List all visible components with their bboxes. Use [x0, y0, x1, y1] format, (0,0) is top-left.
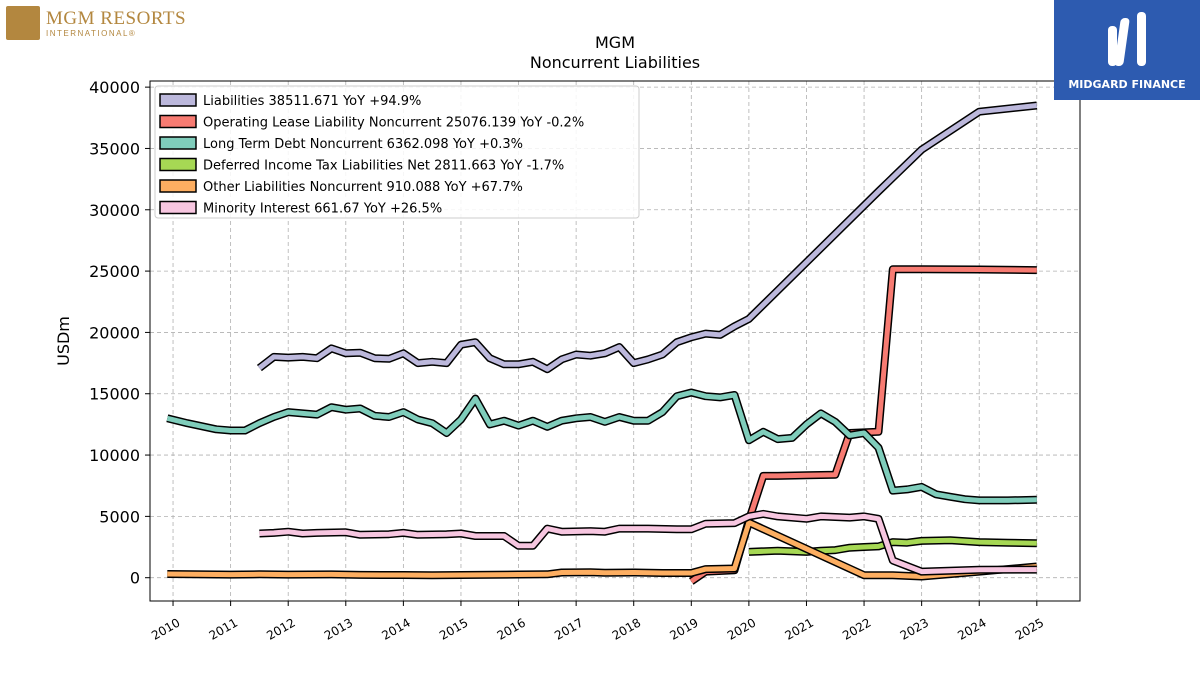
y-tick-label: 10000 — [89, 446, 140, 465]
brand-name: MGM RESORTS — [46, 7, 187, 29]
x-tick-label: 2018 — [610, 615, 643, 642]
legend-swatch — [159, 200, 197, 215]
x-tick-label: 2021 — [783, 615, 816, 642]
y-tick-label: 25000 — [89, 262, 140, 281]
x-tick-label: 2020 — [725, 615, 758, 642]
legend-swatch — [159, 179, 197, 193]
series-liabilities — [256, 101, 1038, 374]
legend-label: Minority Interest 661.67 YoY +26.5% — [203, 202, 442, 217]
y-tick-label: 5000 — [99, 507, 140, 526]
legend-swatch — [159, 93, 197, 107]
x-tick-label: 2014 — [379, 615, 412, 642]
midgard-finance-logo: MIDGARD FINANCE — [1054, 0, 1200, 100]
x-tick-label: 2015 — [437, 615, 470, 642]
chart-subtitle: Noncurrent Liabilities — [530, 53, 700, 72]
y-tick-label: 35000 — [89, 139, 140, 158]
y-axis-label: USDm — [54, 316, 73, 366]
y-tick-label: 40000 — [89, 78, 140, 97]
legend-label: Other Liabilities Noncurrent 910.088 YoY… — [203, 180, 523, 195]
legend-box — [154, 85, 640, 219]
series-line-outline — [166, 388, 1037, 505]
legend-label: Long Term Debt Noncurrent 6362.098 YoY +… — [203, 137, 523, 152]
x-tick-label: 2012 — [264, 615, 297, 642]
mgm-resorts-logo: MGM RESORTS INTERNATIONAL® — [6, 6, 186, 40]
y-tick-label: 30000 — [89, 201, 140, 220]
x-tick-label: 2022 — [840, 615, 873, 642]
legend-swatch — [159, 114, 197, 129]
x-tick-label: 2017 — [552, 615, 585, 642]
x-tick-label: 2024 — [955, 615, 988, 642]
y-tick-label: 15000 — [89, 385, 140, 404]
x-tick-label: 2011 — [207, 615, 240, 642]
legend-swatch — [159, 157, 197, 172]
series-long-term-debt-noncurrent — [166, 388, 1037, 505]
chart-title: MGM — [595, 33, 635, 52]
series-line — [167, 520, 1038, 579]
x-tick-label: 2010 — [149, 615, 182, 642]
x-tick-label: 2013 — [322, 615, 355, 642]
legend: Liabilities 38511.671 YoY +94.9% Operatin… — [154, 85, 640, 219]
series-minority-interest — [259, 509, 1037, 576]
series-other-liabilities-noncurrent — [167, 518, 1038, 581]
legend-label: Operating Lease Liability Noncurrent 250… — [203, 116, 584, 131]
series-layer — [166, 101, 1038, 585]
series-line — [166, 390, 1037, 503]
x-tick-label: 2025 — [1013, 615, 1046, 642]
plot-frame — [149, 80, 1081, 602]
y-tick-label: 20000 — [89, 323, 140, 342]
legend-label: Liabilities 38511.671 YoY +94.9% — [203, 94, 421, 109]
legend-swatch — [159, 136, 197, 150]
brand-subtitle: INTERNATIONAL® — [46, 28, 137, 38]
y-tick-label: 0 — [130, 569, 140, 588]
y-axis: 0 5000 10000 15000 20000 25000 30000 35000 40000 — [89, 78, 150, 588]
series-line — [259, 511, 1037, 575]
x-tick-label: 2016 — [495, 615, 528, 642]
midgard-emblem-icon — [1108, 11, 1146, 66]
x-axis: 2010 2011 2012 2013 2014 2015 2016 2017 2018 2019… — [149, 601, 1046, 643]
lion-emblem-icon — [6, 6, 40, 40]
logo-text: MIDGARD FINANCE — [1068, 77, 1186, 91]
series-line — [257, 103, 1038, 372]
x-tick-label: 2023 — [898, 615, 931, 642]
legend-label: Deferred Income Tax Liabilities Net 2811… — [203, 159, 564, 174]
x-tick-label: 2019 — [667, 615, 700, 642]
